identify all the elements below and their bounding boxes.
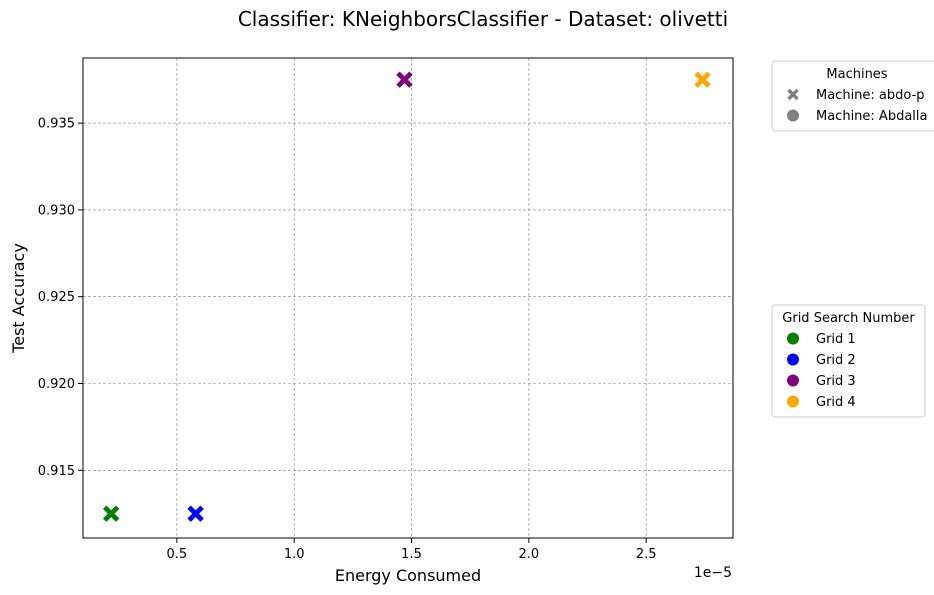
data-point xyxy=(102,505,120,522)
legend-grid-label: Grid 2 xyxy=(816,353,856,368)
legend-grid-label: Grid 1 xyxy=(816,332,856,347)
plot-frame xyxy=(82,57,734,539)
legend-grid-marker xyxy=(787,374,799,387)
data-points xyxy=(102,71,711,522)
x-axis-label: Energy Consumed xyxy=(335,566,481,585)
x-tick-label: 1.0 xyxy=(284,547,305,562)
legend-machines-title: Machines xyxy=(826,67,887,82)
x-tick-label: 0.5 xyxy=(167,547,188,562)
chart-title: Classifier: KNeighborsClassifier - Datas… xyxy=(238,7,728,31)
legend-machines-marker xyxy=(787,109,799,122)
legend-machines-marker xyxy=(787,88,799,101)
y-tick-label: 0.920 xyxy=(38,377,75,392)
legend-machines-label: Machine: abdo-p xyxy=(816,88,925,103)
legend-grid-marker xyxy=(787,395,799,408)
grid-lines xyxy=(83,58,733,538)
y-tick-label: 0.935 xyxy=(38,117,75,132)
axes: 0.5 1.0 1.5 2.0 2.5 0.915 0.920 0.925 0.930 0.935 xyxy=(38,57,734,562)
legend-grid-box xyxy=(771,304,926,418)
legend-machines: Machines Machine: abdo-p Machine: Abdalla xyxy=(771,60,934,132)
data-point xyxy=(187,505,204,522)
legend-grid-label: Grid 4 xyxy=(816,395,856,410)
x-tick-label: 2.5 xyxy=(636,547,657,562)
legend-grid-search: Grid Search Number Grid 1 Grid 2 Grid 3 Grid… xyxy=(771,304,926,418)
legend-grid-marker xyxy=(787,332,799,345)
x-tick-label: 1.5 xyxy=(401,547,422,562)
legend-machines-box xyxy=(771,60,934,132)
legend-grid-title: Grid Search Number xyxy=(782,311,915,326)
y-tick-label: 0.915 xyxy=(38,464,75,479)
legend-machines-label: Machine: Abdalla xyxy=(816,109,927,124)
legend-grid-marker xyxy=(787,353,799,366)
data-point xyxy=(396,71,413,88)
legend-grid-label: Grid 3 xyxy=(816,374,856,389)
x-axis-offset-label: 1e−5 xyxy=(694,565,732,581)
data-point xyxy=(694,71,711,88)
x-tick-label: 2.0 xyxy=(519,547,540,562)
y-tick-label: 0.925 xyxy=(38,290,75,305)
y-tick-label: 0.930 xyxy=(38,203,75,218)
y-axis-label: Test Accuracy xyxy=(9,243,28,354)
